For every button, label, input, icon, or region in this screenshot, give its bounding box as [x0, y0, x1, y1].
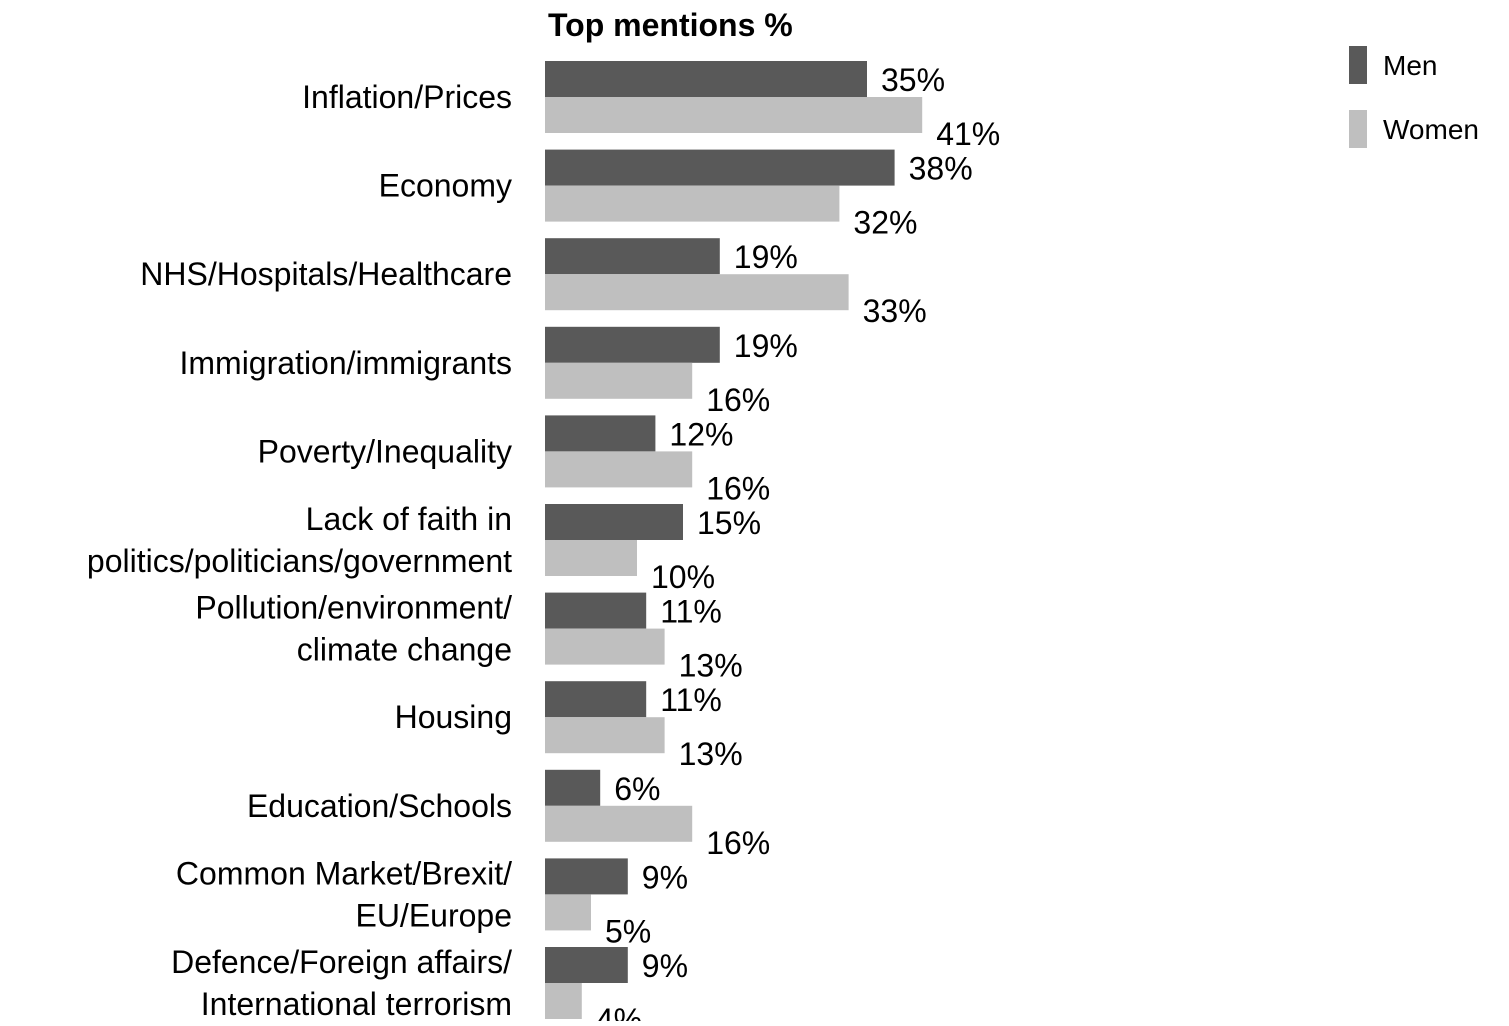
bar-women: [545, 540, 637, 576]
category-label: Inflation/Prices: [302, 79, 512, 115]
category-label-line: climate change: [297, 632, 512, 668]
category-labels: Inflation/Prices Economy NHS/Hospitals/Hea…: [87, 79, 512, 1022]
category-label-line: Common Market/Brexit/: [176, 855, 512, 891]
legend: Men Women: [1349, 46, 1479, 148]
category-label: Defence/Foreign affairs/International te…: [171, 944, 512, 1021]
category-label: Common Market/Brexit/EU/Europe: [176, 855, 512, 933]
data-labels: 35%41%38%32%19%33%19%16%12%16%15%10%11%1…: [596, 62, 1000, 1026]
category-label: Lack of faith in politics/politicians/gov…: [87, 501, 512, 579]
category-label-line: EU/Europe: [355, 897, 512, 933]
data-label-women: 16%: [706, 382, 770, 418]
legend-label-women: Women: [1383, 114, 1479, 145]
data-label-women: 10%: [651, 559, 715, 595]
bar-men: [545, 504, 683, 540]
category-label-line: International terrorism: [201, 986, 512, 1021]
category-label-line: Poverty/Inequality: [258, 433, 512, 469]
category-label: Poverty/Inequality: [258, 433, 512, 469]
data-label-women: 16%: [706, 470, 770, 506]
bar-women: [545, 362, 693, 399]
data-label-men: 9%: [642, 948, 688, 984]
legend-swatch-men: [1349, 46, 1367, 84]
data-label-men: 11%: [660, 594, 722, 630]
bar-men: [545, 769, 601, 806]
data-label-women: 33%: [863, 293, 927, 329]
bar-women: [545, 451, 693, 488]
bar-women: [545, 274, 849, 311]
data-label-men: 19%: [734, 239, 798, 275]
category-label-line: Lack of faith in: [306, 501, 512, 537]
bar-men: [545, 592, 647, 629]
data-label-women: 32%: [853, 205, 917, 241]
data-label-women: 41%: [936, 116, 1000, 152]
bar-men: [545, 326, 720, 363]
bar-women: [545, 983, 582, 1019]
bar-men: [545, 947, 628, 983]
data-label-women: 16%: [706, 825, 770, 861]
category-label: Economy: [379, 168, 512, 204]
bar-women: [545, 717, 665, 754]
category-label-line: Housing: [395, 699, 512, 735]
category-label-line: Immigration/immigrants: [179, 345, 512, 381]
data-label-women: 4%: [596, 1002, 642, 1021]
chart-title: Top mentions %: [548, 7, 793, 43]
data-label-men: 6%: [614, 771, 660, 807]
category-label-line: Inflation/Prices: [302, 79, 512, 115]
data-label-women: 13%: [679, 736, 743, 772]
category-label-line: Education/Schools: [247, 788, 512, 824]
category-label: Education/Schools: [247, 788, 512, 824]
category-label-line: Defence/Foreign affairs/: [171, 944, 512, 980]
category-label-line: Economy: [379, 168, 512, 204]
category-label: Housing: [395, 699, 512, 735]
bar-women: [545, 185, 840, 222]
data-label-men: 35%: [881, 62, 945, 98]
data-label-men: 11%: [660, 682, 722, 718]
data-label-men: 38%: [909, 151, 973, 187]
bar-men: [545, 858, 628, 895]
bar-men: [545, 61, 867, 97]
legend-label-men: Men: [1383, 50, 1437, 81]
bar-men: [545, 149, 895, 186]
category-label-line: NHS/Hospitals/Healthcare: [140, 256, 512, 292]
legend-swatch-women: [1349, 110, 1367, 148]
category-label: Immigration/immigrants: [179, 345, 512, 381]
bar-men: [545, 681, 647, 718]
data-label-men: 15%: [697, 505, 761, 541]
category-label-line: politics/politicians/government: [87, 543, 512, 579]
bars: [545, 61, 923, 1019]
data-label-women: 13%: [679, 648, 743, 684]
bar-men: [545, 238, 720, 275]
data-label-men: 19%: [734, 328, 798, 364]
bar-women: [545, 97, 923, 133]
bar-women: [545, 628, 665, 665]
data-label-women: 5%: [605, 913, 651, 949]
category-label-line: Pollution/environment/: [195, 590, 512, 626]
bar-women: [545, 805, 693, 842]
data-label-men: 9%: [642, 859, 688, 895]
data-label-men: 12%: [669, 416, 733, 452]
category-label: NHS/Hospitals/Healthcare: [140, 256, 512, 292]
bar-men: [545, 415, 656, 452]
bar-women: [545, 894, 591, 931]
category-label: Pollution/environment/climate change: [195, 590, 512, 668]
